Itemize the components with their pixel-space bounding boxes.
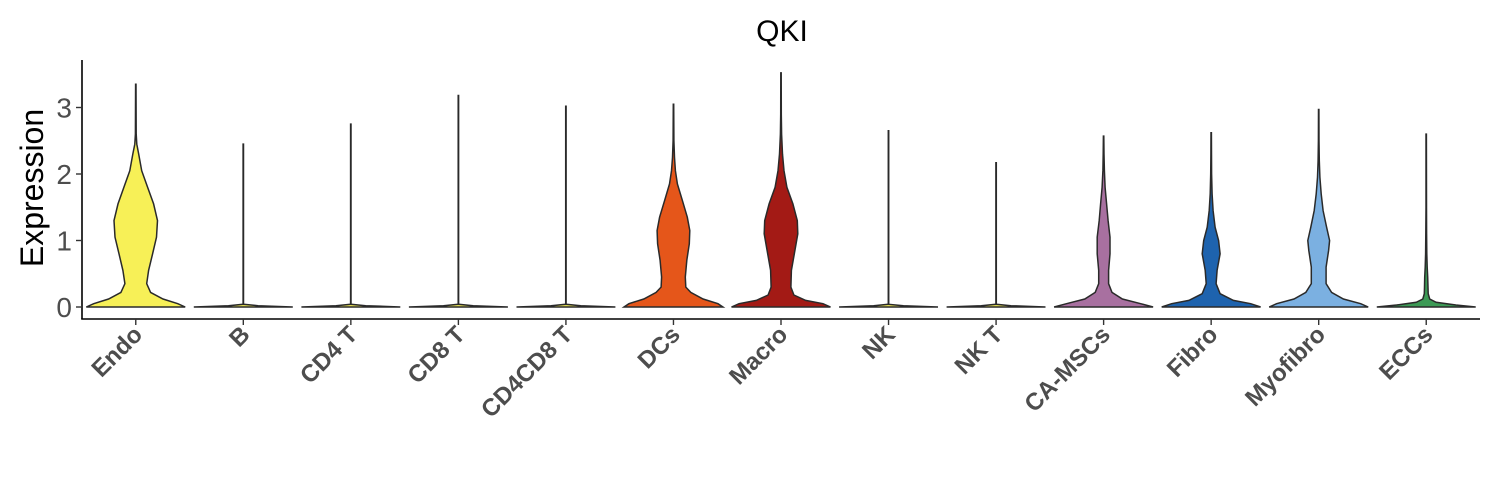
violin-fibro: [1161, 132, 1261, 308]
y-ticks: 0 1 2 3: [56, 93, 82, 323]
x-tick-label-cd4cd8-t: CD4CD8 T: [476, 321, 578, 423]
y-axis-label: Expression: [14, 109, 50, 267]
violin-dcs: [621, 103, 726, 308]
x-tick-label-cd8-t: CD8 T: [403, 321, 471, 389]
violin-cd4cd8-t: [516, 105, 616, 308]
violin-ca-mscs: [1053, 135, 1154, 308]
violin-cd4-t: [301, 123, 401, 308]
x-tick-label-b: B: [224, 321, 255, 352]
x-tick-label-endo: Endo: [86, 321, 148, 383]
x-tick-label-ca-mscs: CA-MSCs: [1019, 321, 1115, 417]
violin-myofibro: [1268, 108, 1369, 308]
x-tick-label-fibro: Fibro: [1162, 321, 1224, 383]
y-tick-label: 3: [56, 93, 72, 124]
x-tick-label-nk: NK: [857, 321, 901, 365]
x-tick-label-dcs: DCs: [633, 321, 686, 374]
violin-eccs: [1376, 133, 1476, 308]
chart-title: QKI: [756, 15, 808, 48]
x-tick-label-nk-t: NK T: [950, 321, 1009, 380]
x-tick-label-eccs: ECCs: [1374, 321, 1438, 385]
x-ticks: Endo B CD4 T CD8 T CD4CD8 T DCs Macro NK NK T CA-…: [86, 319, 1438, 423]
x-tick-label-myofibro: Myofibro: [1240, 321, 1331, 412]
y-tick-label: 2: [56, 159, 72, 190]
violin-cd8-t: [408, 94, 508, 308]
violin-nk: [839, 130, 939, 308]
violin-endo: [85, 83, 186, 308]
violin-group: [85, 72, 1476, 308]
violin-nk-t: [946, 161, 1046, 308]
violin-b: [193, 143, 293, 308]
x-tick-label-cd4-t: CD4 T: [295, 321, 363, 389]
x-tick-label-macro: Macro: [724, 321, 793, 390]
violin-macro: [731, 72, 831, 308]
y-tick-label: 1: [56, 226, 72, 257]
y-tick-label: 0: [56, 292, 72, 323]
